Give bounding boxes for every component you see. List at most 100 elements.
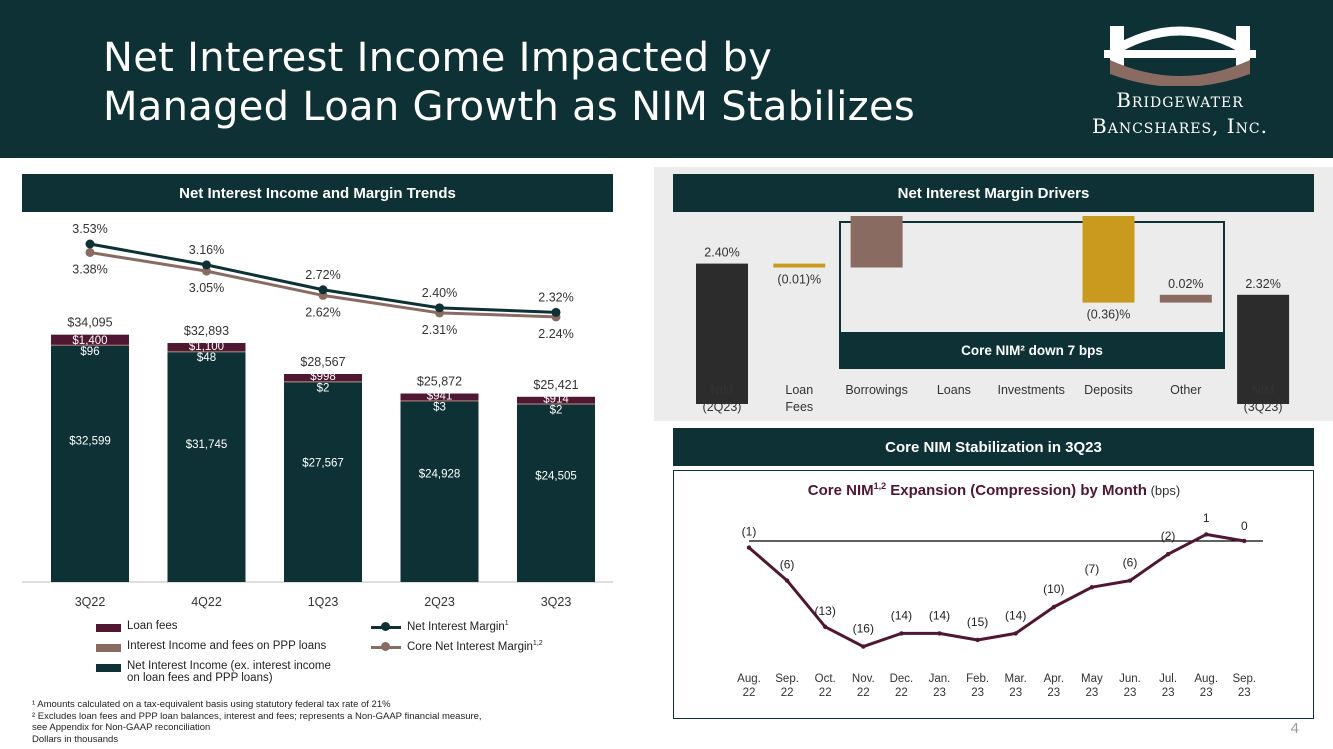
- core-nim-line: [748, 532, 1245, 649]
- x-tick-nim-(2q23)-1: (2Q23): [703, 400, 742, 414]
- point-oct-22: [823, 624, 828, 629]
- label-nov-22: (16): [853, 622, 874, 636]
- x-tick-aug-23-0: Aug.: [1194, 673, 1218, 685]
- core-panel-title: Core NIM Stabilization in 3Q23: [673, 428, 1314, 466]
- page-number: 4: [1290, 720, 1299, 737]
- core-nim-monthly-chart: Core NIM1,2 Expansion (Compression) by M…: [737, 481, 1263, 699]
- x-tick-sep-23-0: Sep.: [1232, 673, 1256, 685]
- legend-swatch-nii: [96, 664, 121, 672]
- bar-loan-fees-3Q22: [51, 334, 129, 345]
- x-tick-jan-23-1: 23: [933, 687, 946, 699]
- legend-label-loan-fees: Loan fees: [127, 620, 178, 632]
- legend-core-nim: Core Net Interest Margin1,2: [371, 640, 543, 653]
- point-jun-23: [1127, 578, 1133, 583]
- x-tick-deposits-0: Deposits: [1084, 383, 1133, 397]
- core-nim-annotation-band: [840, 332, 1224, 368]
- point-nim-1Q23: [318, 285, 328, 295]
- label-nim-(2q23): 2.40%: [704, 246, 739, 260]
- x-tick-jun-23-0: Jun.: [1119, 673, 1141, 685]
- legend-nii: Net Interest Income (ex. interest income…: [96, 660, 331, 684]
- x-tick-nim-(2q23)-0: NIM: [711, 383, 734, 397]
- x-tick-may-23-1: 23: [1086, 687, 1099, 699]
- legend-ppp: Interest Income and fees on PPP loans: [96, 640, 326, 652]
- label-loan-fees-2Q23: $941: [427, 390, 453, 402]
- point-nim-2Q23: [435, 303, 444, 313]
- label-sep-22: (6): [780, 558, 795, 572]
- bar-loan-fees-4Q22: [167, 343, 246, 351]
- legend-nim-sup: 1: [504, 620, 509, 627]
- legend-marker-core-nim: [371, 642, 401, 652]
- x-tick-mar-23-0: Mar.: [1005, 673, 1027, 685]
- label-loan-fees-4Q22: $1,100: [189, 341, 224, 353]
- legend-nii-line-1: Net Interest Income (ex. interest income: [127, 660, 331, 672]
- label-loan-fees: (0.01)%: [777, 273, 821, 287]
- point-aug-23: [1204, 532, 1209, 537]
- x-tick-1Q23: 1Q23: [308, 595, 339, 609]
- bar-loan-fees-3Q23: [517, 396, 595, 404]
- page-title: Net Interest Income Impacted by Managed …: [103, 34, 915, 132]
- x-tick-aug-22-0: Aug.: [737, 673, 761, 685]
- bar-ppp-3Q23: [517, 403, 595, 405]
- bar-ppp-4Q22: [167, 350, 246, 353]
- footnote-2a: ² Excludes loan fees and PPP loan balanc…: [32, 710, 482, 722]
- nii-margin-chart: $32,599 $1,400$96 $34,095 3Q22 $31,745 $1,100…: [22, 222, 613, 609]
- legend-swatch-loan-fees: [96, 624, 121, 632]
- bar-nii-1Q23: [284, 382, 362, 582]
- x-tick-jul-23-0: Jul.: [1159, 673, 1177, 685]
- x-tick-feb-23-0: Feb.: [966, 673, 989, 685]
- x-tick-2Q23: 2Q23: [424, 595, 455, 609]
- bar-nim-(2q23): [696, 263, 748, 404]
- label-nim-4Q22: 3.16%: [189, 243, 224, 257]
- title-line-1: Net Interest Income Impacted by: [103, 35, 773, 81]
- label-nim-2Q23: 2.40%: [422, 286, 457, 300]
- x-tick-jul-23-1: 23: [1162, 687, 1175, 699]
- point-nim-3Q22: [85, 239, 95, 249]
- bar-nii-2Q23: [400, 401, 479, 582]
- point-apr-23: [1051, 604, 1056, 610]
- label-total-3Q23: $25,421: [533, 378, 578, 392]
- label-nii-4Q22: $31,745: [186, 439, 228, 451]
- core-nim-annotation-text: Core NIM² down 7 bps: [961, 343, 1103, 358]
- core-chart-title: Core NIM1,2 Expansion (Compression) by M…: [808, 481, 1180, 499]
- x-tick-sep-22-1: 22: [781, 687, 794, 699]
- footnotes: ¹ Amounts calculated on a tax-equivalent…: [32, 699, 482, 745]
- x-tick-oct-22-0: Oct.: [815, 673, 836, 685]
- label-core-nim-1Q23: 2.62%: [305, 305, 340, 319]
- label-may-23: (7): [1085, 562, 1100, 576]
- legend-nim-text: Net Interest Margin: [407, 620, 505, 633]
- x-tick-oct-22-1: 22: [819, 687, 832, 699]
- logo-text-line-2: Bancshares, Inc.: [1092, 114, 1268, 138]
- footnote-3: Dollars in thousands: [32, 733, 119, 745]
- bar-nii-3Q23: [517, 404, 595, 582]
- label-core-nim-4Q22: 3.05%: [189, 281, 224, 295]
- x-tick-apr-23-1: 23: [1047, 687, 1060, 699]
- x-tick-may-23-0: May: [1081, 673, 1103, 685]
- left-panel-title: Net Interest Income and Margin Trends: [22, 174, 613, 212]
- point-sep-22: [784, 578, 790, 583]
- point-jan-23: [937, 631, 942, 636]
- x-tick-other-0: Other: [1170, 383, 1201, 397]
- x-tick-apr-23-0: Apr.: [1044, 673, 1064, 685]
- label-nim-3Q22: 3.53%: [72, 222, 107, 236]
- drivers-panel-title: Net Interest Margin Drivers: [673, 174, 1314, 212]
- footnote-1: ¹ Amounts calculated on a tax-equivalent…: [32, 699, 391, 710]
- x-tick-loan-fees-1: Fees: [785, 400, 813, 414]
- label-nim-3Q23: 2.32%: [538, 290, 573, 304]
- label-oct-22: (13): [815, 604, 836, 618]
- label-jul-23: (2): [1161, 529, 1176, 543]
- label-aug-22: (1): [742, 525, 757, 539]
- label-dec-22: (14): [891, 608, 912, 622]
- x-tick-borrowings-0: Borrowings: [845, 383, 908, 397]
- bar-deposits: [1082, 216, 1135, 303]
- label-jun-23: (6): [1123, 556, 1138, 570]
- point-nov-22: [861, 644, 866, 649]
- legend-core-nim-sup: 1,2: [532, 640, 543, 647]
- point-jul-23: [1165, 552, 1171, 557]
- logo-text-line-1: Bridgewater: [1116, 88, 1244, 112]
- label-loan-fees-1Q23: $998: [310, 371, 336, 383]
- point-core-nim-3Q22: [85, 247, 95, 257]
- label-feb-23: (15): [967, 615, 988, 629]
- x-tick-dec-22-0: Dec.: [890, 673, 914, 685]
- bar-borrowings: [850, 216, 903, 268]
- x-tick-3Q22: 3Q22: [75, 595, 106, 609]
